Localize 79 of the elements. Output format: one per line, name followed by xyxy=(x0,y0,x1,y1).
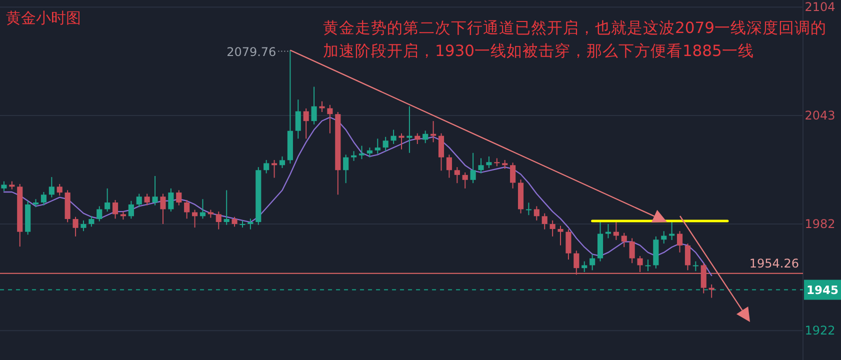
candlestick xyxy=(684,243,690,271)
candlestick xyxy=(327,104,333,134)
candlestick xyxy=(152,176,158,206)
candlestick xyxy=(80,220,86,232)
candlestick xyxy=(176,190,182,206)
candlestick xyxy=(621,232,627,248)
candlestick xyxy=(700,262,706,294)
candlestick xyxy=(366,147,372,158)
candlestick xyxy=(590,254,596,271)
candlestick xyxy=(526,202,532,216)
candlestick xyxy=(358,145,365,160)
candlestick xyxy=(582,260,588,272)
candlestick xyxy=(144,193,150,206)
candlestick xyxy=(454,166,460,184)
candlestick xyxy=(470,152,476,184)
candlestick xyxy=(629,238,635,264)
candlestick xyxy=(351,150,357,162)
y-tick-label: 2104 xyxy=(804,0,836,14)
text: 黄金小时图 xyxy=(6,9,81,28)
candlestick xyxy=(224,190,230,226)
candlestick xyxy=(279,156,286,168)
candlestick xyxy=(96,206,102,222)
candlestick xyxy=(534,206,540,221)
annotation: 2079.76 xyxy=(226,45,276,60)
candlestick xyxy=(319,100,325,112)
candlestick xyxy=(708,284,714,298)
candlestick xyxy=(462,172,468,189)
candlestick xyxy=(550,220,556,237)
candlestick xyxy=(406,106,412,154)
candlestick xyxy=(390,129,396,144)
y-tick-label: 1922 xyxy=(804,324,836,338)
y-tick-label: 2043 xyxy=(804,108,836,123)
candlestick xyxy=(438,132,444,172)
line-series xyxy=(3,116,712,276)
candlestick xyxy=(232,216,238,228)
candlestick xyxy=(422,130,428,144)
candlestick xyxy=(374,138,380,154)
candlestick xyxy=(558,225,564,246)
candlestick xyxy=(645,259,651,272)
candlestick xyxy=(56,184,62,196)
candlestick xyxy=(104,188,110,212)
candlestick xyxy=(40,192,47,206)
candlestick xyxy=(542,212,548,230)
candlestick xyxy=(1,180,7,192)
candlestick xyxy=(637,256,643,272)
candlestick xyxy=(264,160,270,174)
candlestick xyxy=(605,224,611,239)
candlestick xyxy=(311,86,317,125)
candlestick xyxy=(136,193,142,208)
candlestick xyxy=(510,162,516,189)
candlestick xyxy=(72,216,78,237)
candlestick xyxy=(398,132,404,150)
candlestick xyxy=(382,136,388,152)
candlestick xyxy=(112,200,118,220)
candlestick xyxy=(88,216,94,228)
ref-line-label: 1945 xyxy=(806,282,839,297)
candlestick xyxy=(48,176,54,198)
candlestick xyxy=(478,158,484,174)
candlestick xyxy=(272,160,278,178)
annotation: 黄金走势的第二次下行通道已然开启，也就是这波2079一线深度回调的加速阶段开启，1930一线如被击穿，那么下方便看1885一线 xyxy=(323,18,828,62)
candlestick xyxy=(566,228,572,260)
candlestick xyxy=(486,156,492,168)
candlestick xyxy=(128,200,134,220)
candlestick xyxy=(303,108,309,140)
y-tick-label: 1982 xyxy=(804,217,836,231)
candlestick xyxy=(168,188,174,212)
candlestick xyxy=(574,250,580,276)
candlestick xyxy=(343,154,349,184)
ref-line-label: 1954.26 xyxy=(749,256,799,270)
candlestick xyxy=(248,218,254,230)
candlestick xyxy=(295,99,301,140)
candlestick xyxy=(216,211,222,230)
candlestick xyxy=(446,154,452,178)
candlestick xyxy=(160,193,166,224)
candlestick xyxy=(692,260,698,272)
candlestick xyxy=(661,230,667,244)
candlestick xyxy=(430,120,436,143)
candlestick xyxy=(184,200,190,220)
candlestick xyxy=(676,230,683,253)
